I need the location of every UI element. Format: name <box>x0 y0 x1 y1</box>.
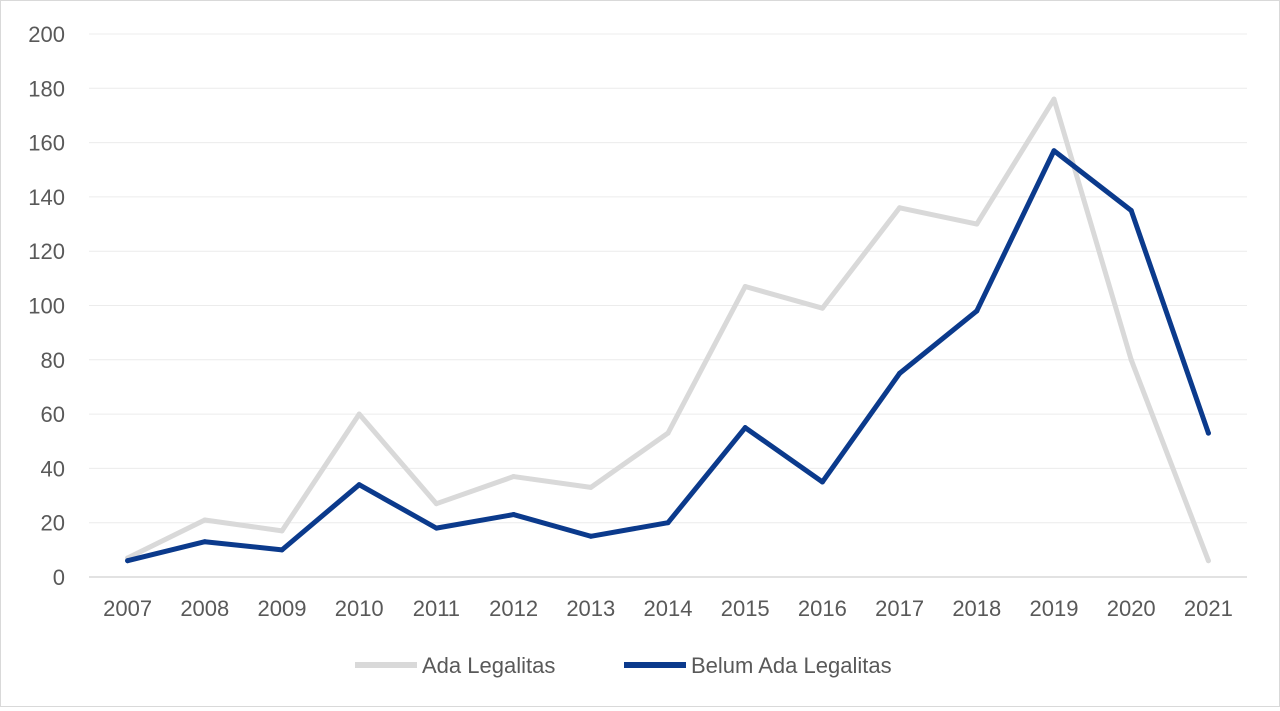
y-tick-label: 100 <box>28 294 65 319</box>
data-point-ada-legalitas <box>1205 558 1211 564</box>
x-tick-label: 2019 <box>1030 596 1079 621</box>
legend-label-belum-ada-legalitas: Belum Ada Legalitas <box>691 653 892 678</box>
x-tick-label: 2020 <box>1107 596 1156 621</box>
gridlines <box>89 33 1247 578</box>
x-tick-label: 2009 <box>258 596 307 621</box>
data-point-belum-ada-legalitas <box>1128 207 1134 213</box>
data-point-belum-ada-legalitas <box>897 370 903 376</box>
y-tick-label: 0 <box>53 565 65 590</box>
data-point-belum-ada-legalitas <box>433 525 439 531</box>
data-point-belum-ada-legalitas <box>202 539 208 545</box>
y-tick-label: 80 <box>41 348 65 373</box>
data-point-belum-ada-legalitas <box>1051 148 1057 154</box>
data-point-belum-ada-legalitas <box>819 479 825 485</box>
data-point-belum-ada-legalitas <box>974 308 980 314</box>
x-tick-label: 2007 <box>103 596 152 621</box>
x-tick-label: 2010 <box>335 596 384 621</box>
data-point-ada-legalitas <box>1128 357 1134 363</box>
y-tick-label: 200 <box>28 22 65 47</box>
series-belum-ada-legalitas <box>125 148 1211 564</box>
legend: Ada Legalitas Belum Ada Legalitas <box>355 653 892 678</box>
x-tick-label: 2011 <box>413 596 460 621</box>
data-point-ada-legalitas <box>279 528 285 534</box>
x-tick-label: 2008 <box>180 596 229 621</box>
y-tick-label: 60 <box>41 402 65 427</box>
data-point-belum-ada-legalitas <box>125 558 131 564</box>
x-tick-label: 2013 <box>566 596 615 621</box>
data-point-ada-legalitas <box>511 474 517 480</box>
data-point-ada-legalitas <box>1051 96 1057 102</box>
series-line-belum-ada-legalitas <box>125 148 1211 564</box>
y-axis-tick-labels: 0 20 40 60 80 100 120 140 160 180 200 <box>28 22 65 590</box>
x-tick-label: 2014 <box>644 596 693 621</box>
y-tick-label: 140 <box>28 185 65 210</box>
data-point-belum-ada-legalitas <box>279 547 285 553</box>
x-axis-tick-labels: 2007 2008 2009 2010 2011 2012 2013 2014 2015 2016… <box>103 596 1233 621</box>
data-point-ada-legalitas <box>356 411 362 417</box>
series-lines <box>125 96 1211 564</box>
data-point-ada-legalitas <box>742 283 748 289</box>
x-tick-label: 2017 <box>875 596 924 621</box>
data-point-belum-ada-legalitas <box>511 512 517 518</box>
y-tick-label: 160 <box>28 131 65 156</box>
legend-item-ada-legalitas: Ada Legalitas <box>355 653 555 678</box>
legend-item-belum-ada-legalitas: Belum Ada Legalitas <box>624 653 892 678</box>
x-tick-label: 2021 <box>1184 596 1233 621</box>
x-tick-label: 2018 <box>952 596 1001 621</box>
data-point-belum-ada-legalitas <box>665 520 671 526</box>
data-point-belum-ada-legalitas <box>1205 430 1211 436</box>
data-point-ada-legalitas <box>665 430 671 436</box>
data-point-belum-ada-legalitas <box>356 482 362 488</box>
data-point-ada-legalitas <box>974 221 980 227</box>
data-point-belum-ada-legalitas <box>742 425 748 431</box>
data-point-ada-legalitas <box>897 205 903 211</box>
data-point-ada-legalitas <box>433 501 439 507</box>
data-point-belum-ada-legalitas <box>588 533 594 539</box>
x-tick-label: 2015 <box>721 596 770 621</box>
data-point-ada-legalitas <box>588 484 594 490</box>
y-tick-label: 180 <box>28 76 65 101</box>
x-tick-label: 2012 <box>489 596 538 621</box>
data-point-ada-legalitas <box>202 517 208 523</box>
legend-label-ada-legalitas: Ada Legalitas <box>422 653 555 678</box>
y-tick-label: 40 <box>41 456 65 481</box>
y-tick-label: 20 <box>41 511 65 536</box>
data-point-ada-legalitas <box>819 305 825 311</box>
y-tick-label: 120 <box>28 239 65 264</box>
x-tick-label: 2016 <box>798 596 847 621</box>
